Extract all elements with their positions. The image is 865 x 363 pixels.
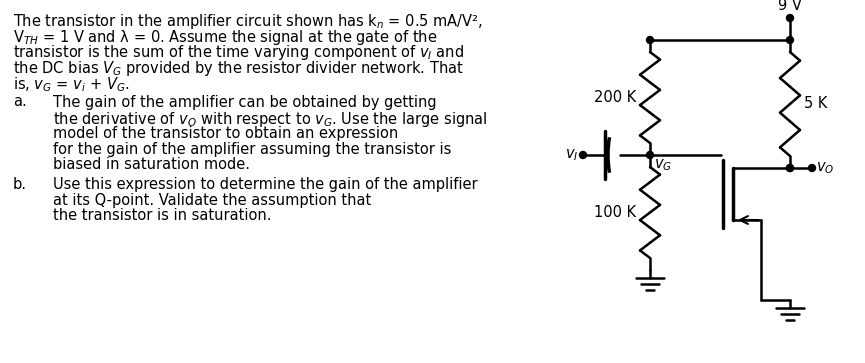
Text: $v_G$: $v_G$: [654, 157, 672, 173]
Circle shape: [646, 151, 653, 159]
Text: V$_{TH}$ = 1 V and λ = 0. Assume the signal at the gate of the: V$_{TH}$ = 1 V and λ = 0. Assume the sig…: [13, 28, 438, 47]
Text: a.: a.: [13, 94, 27, 110]
Circle shape: [646, 37, 653, 44]
Circle shape: [809, 164, 816, 171]
Circle shape: [786, 37, 793, 44]
Text: for the gain of the amplifier assuming the transistor is: for the gain of the amplifier assuming t…: [53, 142, 452, 156]
Text: b.: b.: [13, 177, 27, 192]
Circle shape: [786, 164, 793, 171]
Text: transistor is the sum of the time varying component of $v_I$ and: transistor is the sum of the time varyin…: [13, 44, 464, 62]
Text: The transistor in the amplifier circuit shown has k$_n$ = 0.5 mA/V²,: The transistor in the amplifier circuit …: [13, 12, 483, 31]
Text: model of the transistor to obtain an expression: model of the transistor to obtain an exp…: [53, 126, 398, 141]
Text: 5 K: 5 K: [804, 97, 828, 111]
Text: is, $v_G$ = $v_i$ + $V_G$.: is, $v_G$ = $v_i$ + $V_G$.: [13, 75, 130, 94]
Text: the DC bias $V_G$ provided by the resistor divider network. That: the DC bias $V_G$ provided by the resist…: [13, 59, 464, 78]
Text: 200 K: 200 K: [593, 90, 636, 105]
Text: at its Q-point. Validate the assumption that: at its Q-point. Validate the assumption …: [53, 193, 371, 208]
Text: Use this expression to determine the gain of the amplifier: Use this expression to determine the gai…: [53, 177, 477, 192]
Text: $v_O$: $v_O$: [816, 160, 835, 176]
Text: biased in saturation mode.: biased in saturation mode.: [53, 157, 250, 172]
Circle shape: [786, 15, 793, 21]
Text: $v_I$: $v_I$: [565, 147, 578, 163]
Text: the transistor is in saturation.: the transistor is in saturation.: [53, 208, 272, 223]
Circle shape: [786, 164, 793, 171]
Circle shape: [580, 151, 586, 159]
Text: The gain of the amplifier can be obtained by getting: The gain of the amplifier can be obtaine…: [53, 94, 437, 110]
Text: 9 V: 9 V: [778, 0, 802, 13]
Text: the derivative of $v_O$ with respect to $v_G$. Use the large signal: the derivative of $v_O$ with respect to …: [53, 110, 488, 129]
Text: 100 K: 100 K: [594, 205, 636, 220]
